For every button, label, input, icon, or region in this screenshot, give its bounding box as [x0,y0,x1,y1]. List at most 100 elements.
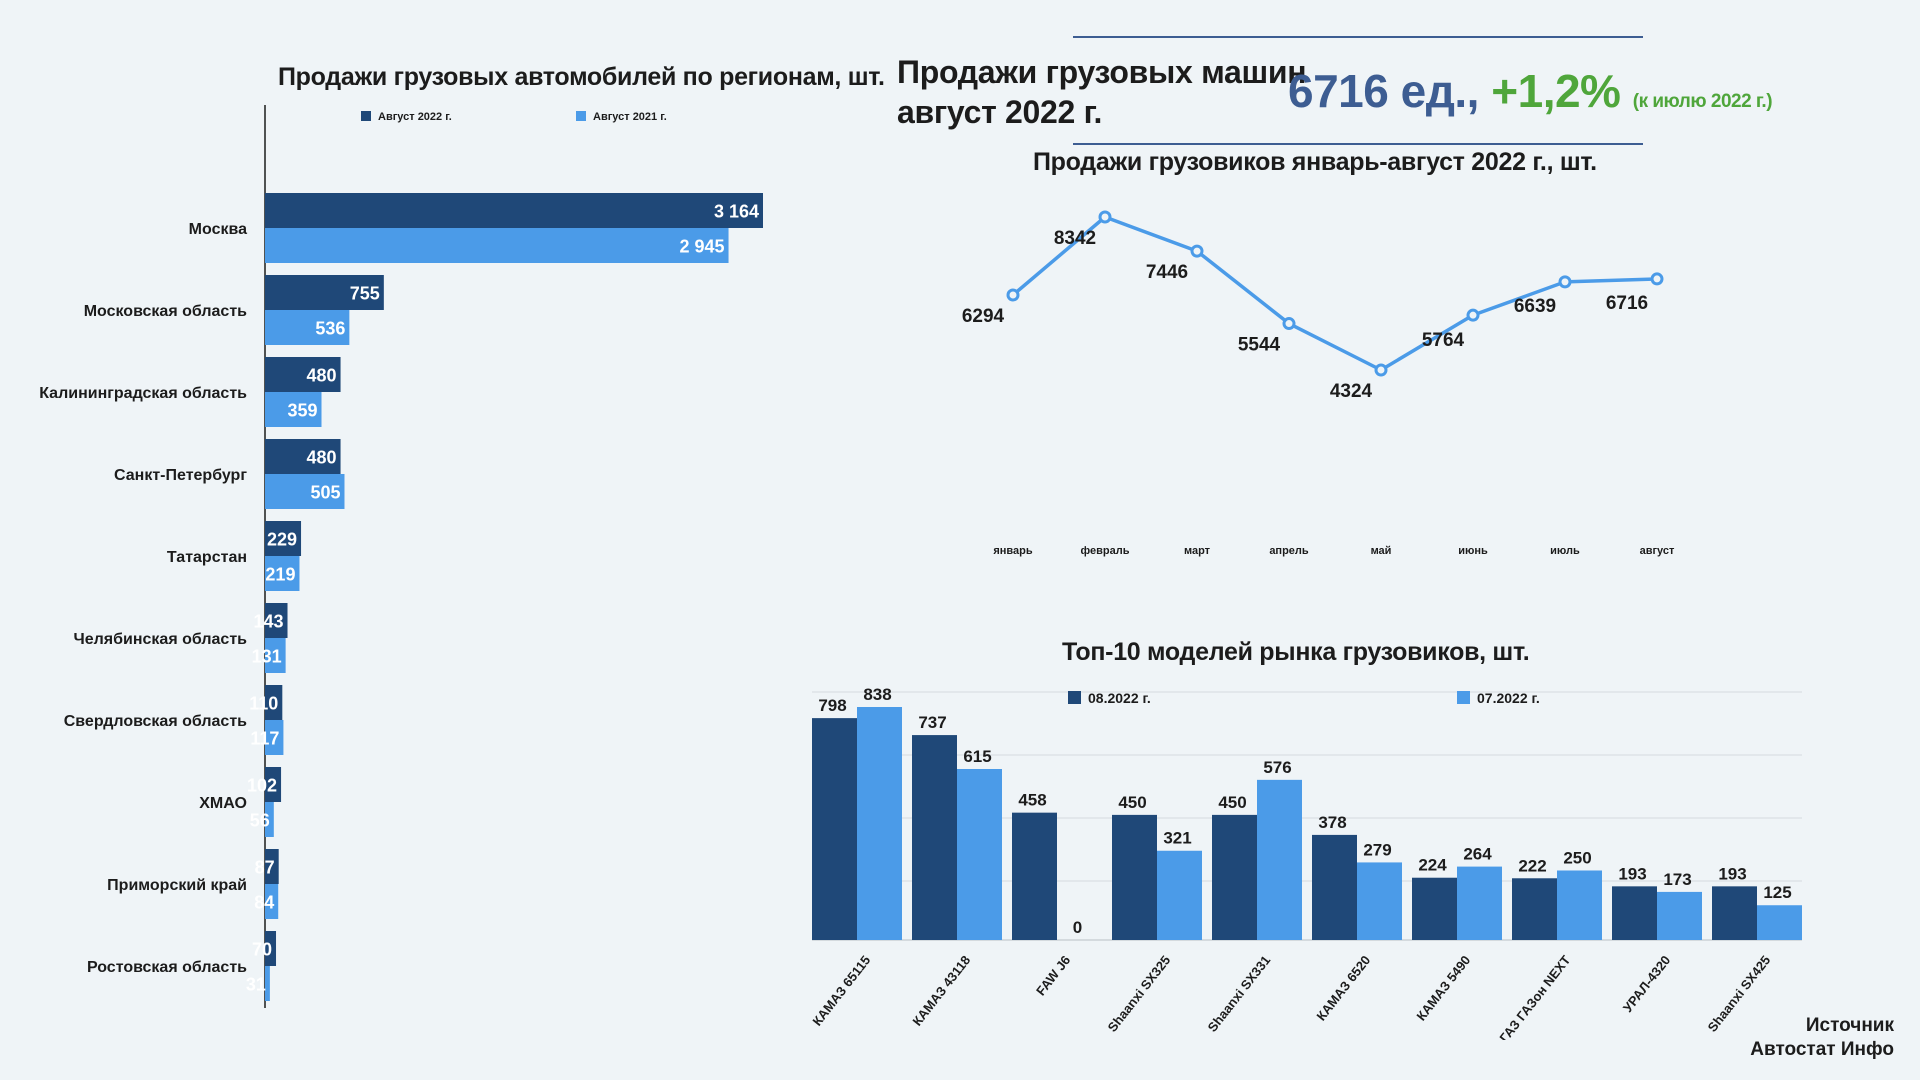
regions-value-label-2022: 102 [247,776,277,796]
headline-title: Продажи грузовых машин август 2022 г. [897,52,1307,132]
regions-bar-2022 [265,931,277,966]
top10-bar-07-2022 [1457,866,1502,940]
regions-value-label-2022: 755 [350,284,380,304]
monthly-month-label: март [1184,545,1211,557]
headline-title-line2: август 2022 г. [897,94,1103,130]
regions-bar-2022 [265,275,384,310]
headline-figure: 6716 ед., +1,2% (к июлю 2022 г.) [1288,64,1773,118]
monthly-value-label: 5544 [1238,335,1281,356]
monthly-month-label: февраль [1081,545,1130,557]
top10-legend-label-2: 07.2022 г. [1477,690,1540,706]
top10-value-label-07-2022: 279 [1363,840,1391,859]
top10-model-label: КАМАЗ 65115 [809,953,873,1029]
headline-total: 6716 ед., [1288,65,1479,117]
regions-value-label-2022: 110 [249,694,278,714]
regions-value-label-2022: 229 [267,530,297,550]
regions-legend-label-2: Август 2021 г. [593,111,667,123]
top10-value-label-07-2022: 321 [1163,829,1191,848]
regions-value-label-2021: 117 [250,729,279,749]
top10-bar-08-2022 [1212,814,1257,940]
top10-model-label: ГАЗ ГАЗон NEXT [1496,953,1573,1040]
top10-legend-swatch-1 [1068,691,1081,704]
regions-bar-2022 [265,439,341,474]
regions-value-label-2021: 536 [315,319,345,339]
top10-bar-08-2022 [1612,886,1657,940]
top10-model-label: Shaanxi SX331 [1205,953,1274,1035]
top10-value-label-07-2022: 173 [1663,870,1691,889]
regions-value-label-2022: 143 [253,612,283,632]
monthly-value-label: 6716 [1606,293,1648,314]
regions-value-label-2022: 3 164 [714,202,759,222]
top10-bar-08-2022 [1412,877,1457,940]
monthly-point [1190,244,1204,258]
monthly-month-label: апрель [1269,545,1309,557]
top10-model-label: Shaanxi SX325 [1105,953,1174,1035]
monthly-chart-title: Продажи грузовиков январь-август 2022 г.… [1033,148,1597,176]
top10-model-label: КАМАЗ 6520 [1313,953,1373,1024]
top10-value-label-08-2022: 737 [918,713,946,732]
top10-value-label-08-2022: 193 [1618,864,1646,883]
top10-value-label-07-2022: 264 [1463,845,1492,864]
regions-category-label: Московская область [84,303,247,320]
regions-value-label-2021: 31 [246,975,266,995]
top10-model-label: FAW J6 [1033,953,1073,999]
top10-model-label: КАМАЗ 5490 [1413,953,1473,1024]
regions-bar-2022 [265,849,279,884]
top10-bar-08-2022 [1012,812,1057,940]
monthly-point [1466,308,1480,322]
top10-bar-07-2022 [1757,905,1802,940]
monthly-point [1098,210,1112,224]
top10-bar-08-2022 [812,718,857,940]
regions-value-label-2022: 480 [307,366,337,386]
regions-value-label-2021: 131 [252,647,282,667]
top10-bar-08-2022 [1512,878,1557,940]
regions-value-label-2021: 56 [250,811,270,831]
source-note: Источник Автостат Инфо [1750,1014,1894,1062]
top10-bar-07-2022 [957,769,1002,940]
regions-chart-title: Продажи грузовых автомобилей по регионам… [278,63,885,91]
source-line1: Источник [1805,1015,1894,1036]
regions-value-label-2022: 70 [252,940,272,960]
top10-value-label-08-2022: 378 [1318,813,1346,832]
top10-value-label-07-2022: 250 [1563,848,1591,867]
monthly-point [1374,363,1388,377]
regions-bar-2022 [265,521,302,556]
header-rule-top [1073,36,1643,38]
top10-bar-07-2022 [1357,862,1402,940]
regions-category-label: Санкт-Петербург [114,467,247,484]
top10-legend-swatch-2 [1457,691,1470,704]
monthly-value-label: 5764 [1422,330,1465,351]
regions-category-label: Челябинская область [74,631,248,648]
regions-bar-2021 [265,474,345,509]
regions-category-label: ХМАО [199,795,247,812]
top10-value-label-07-2022: 838 [863,685,891,704]
regions-category-label: Приморский край [107,877,247,894]
top10-bar-07-2022 [1557,870,1602,940]
top10-value-label-08-2022: 458 [1018,791,1046,810]
regions-legend-swatch-1 [361,111,371,121]
top10-bar-08-2022 [1712,886,1757,940]
top10-model-label: КАМАЗ 43118 [909,953,973,1029]
top10-value-label-08-2022: 450 [1118,793,1146,812]
regions-value-label-2021: 2 945 [679,237,724,257]
regions-chart: Август 2022 г. Август 2021 г. Москва 3 164 2… [39,105,763,1008]
header-rule-bottom [1073,143,1643,145]
regions-value-label-2021: 219 [265,565,295,585]
monthly-series-line [1011,215,1658,372]
monthly-month-label: январь [993,545,1033,557]
top10-value-label-08-2022: 224 [1418,856,1447,875]
regions-bar-2022 [265,193,763,228]
top10-value-label-07-2022: 0 [1073,918,1082,937]
regions-legend-swatch-2 [576,111,586,121]
monthly-month-label: июнь [1458,545,1488,557]
monthly-value-label: 6639 [1514,296,1556,317]
top10-bar-08-2022 [912,735,957,940]
top10-value-label-08-2022: 798 [818,696,846,715]
headline-change-note: (к июлю 2022 г.) [1632,91,1773,112]
regions-value-label-2021: 359 [287,401,317,421]
monthly-point [1006,288,1020,302]
regions-category-label: Калининградская область [39,385,247,402]
monthly-value-label: 6294 [962,306,1005,327]
monthly-value-label: 8342 [1054,228,1096,249]
top10-model-label: УРАЛ-4320 [1620,953,1673,1015]
